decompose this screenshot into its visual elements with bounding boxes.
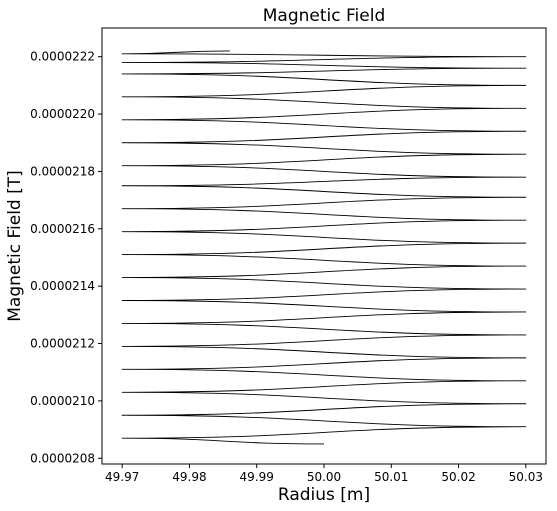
x-tick-label: 49.99 bbox=[240, 470, 274, 484]
y-tick-label: 0.0000218 bbox=[30, 164, 95, 178]
y-tick-label: 0.0000214 bbox=[30, 279, 95, 293]
x-tick-label: 49.97 bbox=[105, 470, 139, 484]
series-line bbox=[121, 50, 527, 445]
y-tick-label: 0.0000216 bbox=[30, 222, 95, 236]
y-tick-label: 0.0000208 bbox=[30, 451, 95, 465]
x-tick-label: 49.98 bbox=[172, 470, 206, 484]
y-axis: 0.0000208 0.0000210 0.0000212 0.0000214 0.00… bbox=[30, 50, 102, 465]
x-axis-label: Radius [m] bbox=[278, 485, 370, 505]
x-axis: 49.97 49.98 49.99 50.00 50.01 50.02 50.03 bbox=[105, 464, 543, 484]
y-tick-label: 0.0000210 bbox=[30, 394, 95, 408]
y-tick-label: 0.0000222 bbox=[30, 50, 95, 64]
y-axis-label: Magnetic Field [T] bbox=[5, 170, 25, 322]
plot-frame bbox=[101, 27, 547, 465]
plot-area bbox=[101, 27, 547, 465]
chart-title: Magnetic Field bbox=[263, 6, 386, 26]
y-tick-label: 0.0000220 bbox=[30, 107, 95, 121]
x-tick-label: 50.03 bbox=[509, 470, 543, 484]
x-tick-label: 50.01 bbox=[374, 470, 408, 484]
x-tick-label: 50.00 bbox=[307, 470, 341, 484]
y-tick-label: 0.0000212 bbox=[30, 337, 95, 351]
x-tick-label: 50.02 bbox=[441, 470, 475, 484]
